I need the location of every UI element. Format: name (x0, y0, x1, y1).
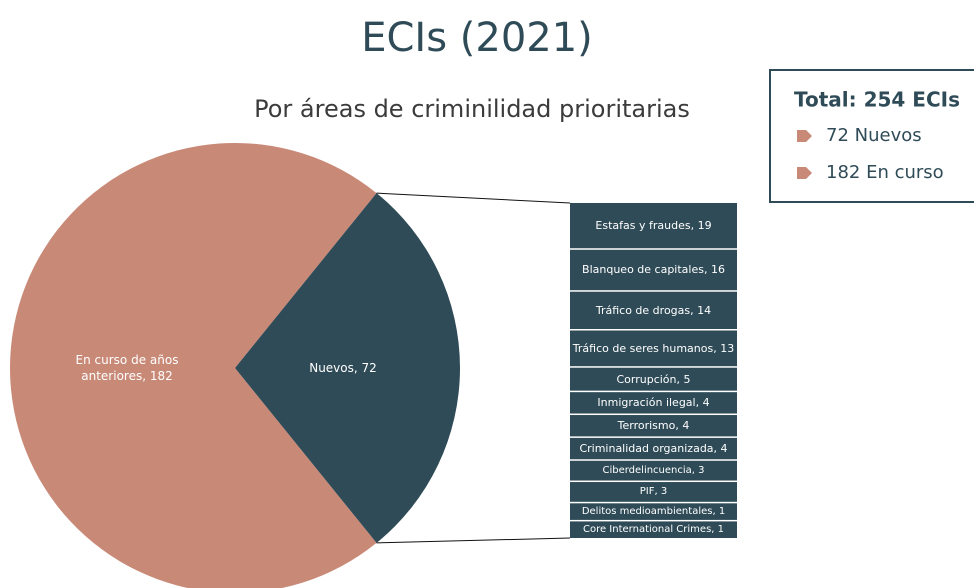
connector-line (376, 537, 571, 544)
bar-segment (570, 437, 737, 460)
bar-segment (570, 249, 737, 291)
segment-label: Delitos medioambientales, 1 (581, 506, 726, 518)
summary-marker (797, 167, 812, 179)
pie-slice (235, 193, 461, 543)
summary-item: 72 Nuevos (826, 125, 922, 146)
segment-label: Blanqueo de capitales, 16 (582, 263, 725, 277)
summary-item: 182 En curso (826, 162, 944, 183)
summary-marker (797, 130, 812, 142)
bar-segment (570, 392, 737, 414)
segment-label: Criminalidad organizada, 4 (579, 442, 728, 456)
segment-label: Corrupción, 5 (616, 372, 691, 386)
slice-label: En curso de años anteriores, 182 (75, 353, 179, 383)
slice-label: Nuevos, 72 (309, 361, 377, 375)
bar-segment (570, 203, 737, 249)
connector-line (376, 192, 571, 204)
bar-segment (570, 367, 737, 391)
chart-title: ECIs (2021) (361, 15, 593, 61)
bar-segment (570, 521, 737, 538)
bar-segment (570, 415, 737, 437)
pie-slice (9, 143, 377, 588)
bar-segment (570, 291, 737, 330)
summary-title: Total: 254 ECIs (794, 88, 960, 112)
segment-label: PIF, 3 (639, 486, 668, 498)
bar-segment (570, 482, 737, 502)
segment-label: Core International Crimes, 1 (582, 524, 725, 536)
segment-label: Inmigración ilegal, 4 (597, 396, 710, 410)
segment-label: Tráfico de drogas, 14 (595, 303, 712, 317)
segment-label: Estafas y fraudes, 19 (595, 219, 712, 233)
chart-subtitle: Por áreas de criminilidad prioritarias (254, 95, 690, 123)
segment-label: Tráfico de seres humanos, 13 (572, 341, 735, 355)
segment-label: Ciberdelincuencia, 3 (602, 465, 705, 477)
bar-segment (570, 460, 737, 481)
bar-segment (570, 503, 737, 520)
segment-label: Terrorismo, 4 (617, 419, 690, 433)
bar-segment (570, 330, 737, 367)
